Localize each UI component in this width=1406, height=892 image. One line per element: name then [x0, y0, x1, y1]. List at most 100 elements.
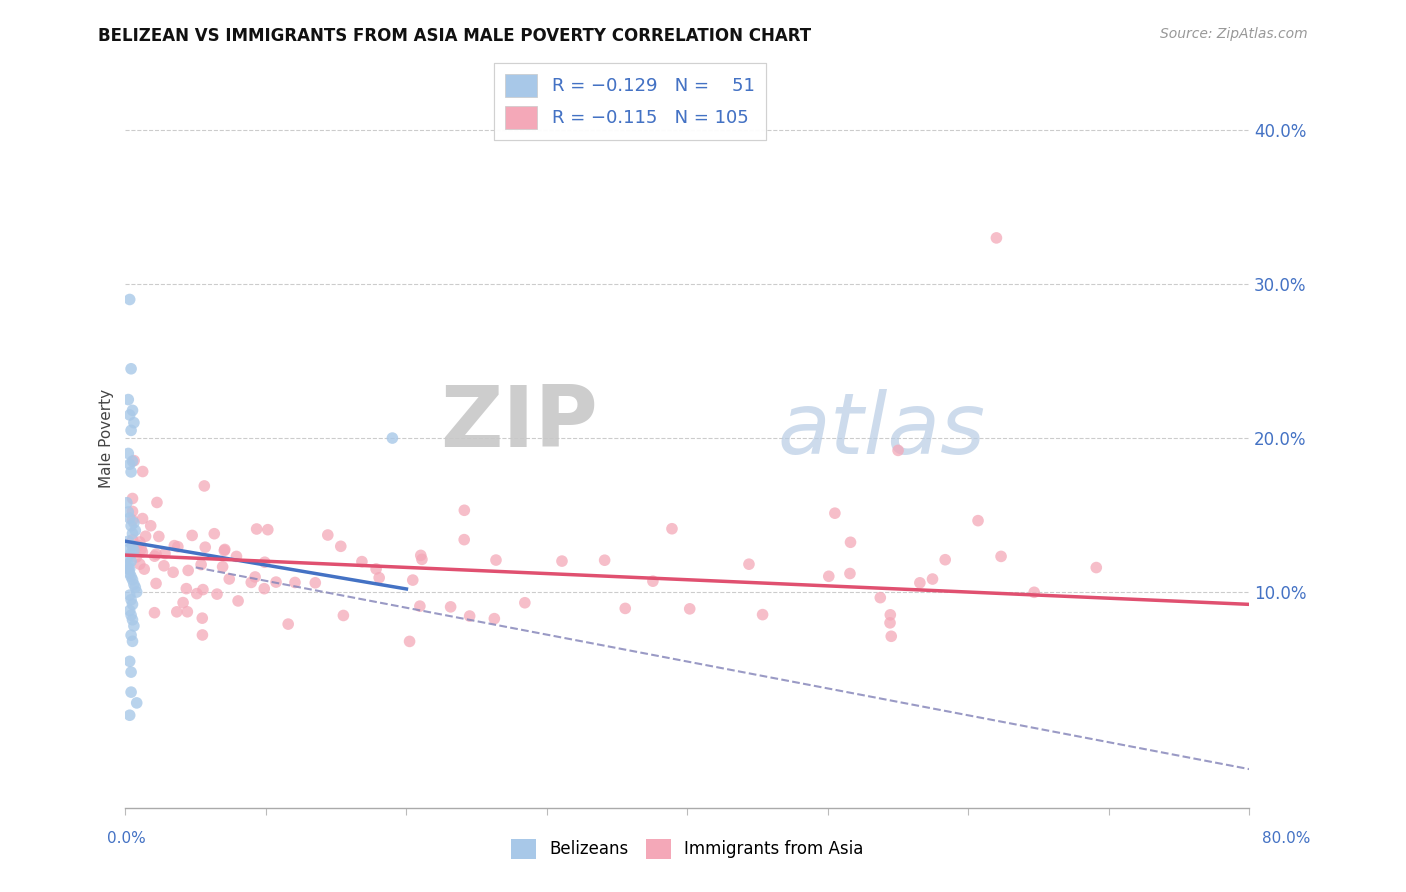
Point: [120, 685, 142, 699]
Text: Source: ZipAtlas.com: Source: ZipAtlas.com: [1160, 27, 1308, 41]
Point: [1024, 585, 1046, 599]
Point: [120, 665, 142, 679]
Point: [117, 558, 139, 572]
Point: [118, 511, 141, 525]
Point: [121, 504, 143, 518]
Point: [817, 569, 839, 583]
Point: [118, 708, 141, 723]
Point: [118, 603, 141, 617]
Point: [661, 522, 683, 536]
Point: [453, 533, 475, 547]
Point: [225, 549, 247, 564]
Point: [121, 613, 143, 627]
Point: [127, 539, 149, 553]
Point: [122, 516, 145, 530]
Point: [153, 558, 176, 573]
Point: [115, 496, 138, 510]
Point: [458, 609, 481, 624]
Point: [121, 573, 143, 587]
Point: [131, 465, 153, 479]
Point: [125, 585, 148, 599]
Point: [641, 574, 664, 589]
Point: [143, 549, 166, 564]
Point: [118, 566, 141, 581]
Point: [176, 582, 198, 596]
Point: [153, 546, 176, 560]
Point: [117, 392, 139, 407]
Point: [253, 582, 276, 596]
Point: [277, 617, 299, 632]
Legend: R = −0.129   N =    51, R = −0.115   N = 105: R = −0.129 N = 51, R = −0.115 N = 105: [494, 62, 766, 140]
Point: [191, 611, 214, 625]
Point: [908, 575, 931, 590]
Point: [316, 528, 339, 542]
Point: [211, 559, 233, 574]
Point: [368, 571, 391, 585]
Point: [120, 628, 142, 642]
Point: [614, 601, 637, 615]
Point: [121, 513, 143, 527]
Point: [990, 549, 1012, 564]
Point: [191, 628, 214, 642]
Point: [921, 572, 943, 586]
Point: [240, 575, 263, 590]
Point: [738, 557, 761, 571]
Point: [120, 608, 142, 623]
Text: atlas: atlas: [778, 389, 986, 472]
Point: [121, 454, 143, 468]
Point: [118, 654, 141, 668]
Point: [118, 588, 141, 602]
Point: [115, 551, 138, 566]
Point: [122, 577, 145, 591]
Point: [118, 293, 141, 307]
Point: [124, 581, 146, 595]
Point: [125, 696, 148, 710]
Point: [887, 443, 910, 458]
Point: [411, 552, 433, 566]
Point: [121, 539, 143, 553]
Point: [751, 607, 773, 622]
Text: 80.0%: 80.0%: [1263, 831, 1310, 846]
Point: [398, 634, 420, 648]
Point: [551, 554, 574, 568]
Point: [118, 562, 141, 576]
Point: [163, 539, 186, 553]
Point: [214, 542, 236, 557]
Point: [839, 566, 862, 581]
Point: [121, 634, 143, 648]
Point: [440, 599, 463, 614]
Point: [120, 465, 142, 479]
Point: [135, 529, 157, 543]
Point: [121, 598, 143, 612]
Point: [176, 605, 198, 619]
Point: [934, 552, 956, 566]
Point: [122, 543, 145, 558]
Point: [122, 453, 145, 467]
Point: [134, 562, 156, 576]
Point: [869, 591, 891, 605]
Point: [146, 495, 169, 509]
Point: [880, 629, 903, 643]
Text: ZIP: ZIP: [440, 382, 598, 465]
Point: [593, 553, 616, 567]
Point: [120, 554, 142, 568]
Point: [162, 566, 184, 580]
Point: [409, 549, 432, 563]
Point: [186, 586, 208, 600]
Point: [120, 569, 142, 583]
Point: [191, 582, 214, 597]
Point: [148, 529, 170, 543]
Point: [986, 231, 1008, 245]
Point: [128, 535, 150, 549]
Point: [125, 549, 148, 564]
Point: [139, 518, 162, 533]
Point: [256, 523, 278, 537]
Point: [117, 446, 139, 460]
Point: [121, 539, 143, 553]
Point: [143, 606, 166, 620]
Point: [131, 511, 153, 525]
Point: [194, 540, 217, 554]
Point: [121, 491, 143, 506]
Point: [120, 592, 142, 607]
Point: [381, 431, 404, 445]
